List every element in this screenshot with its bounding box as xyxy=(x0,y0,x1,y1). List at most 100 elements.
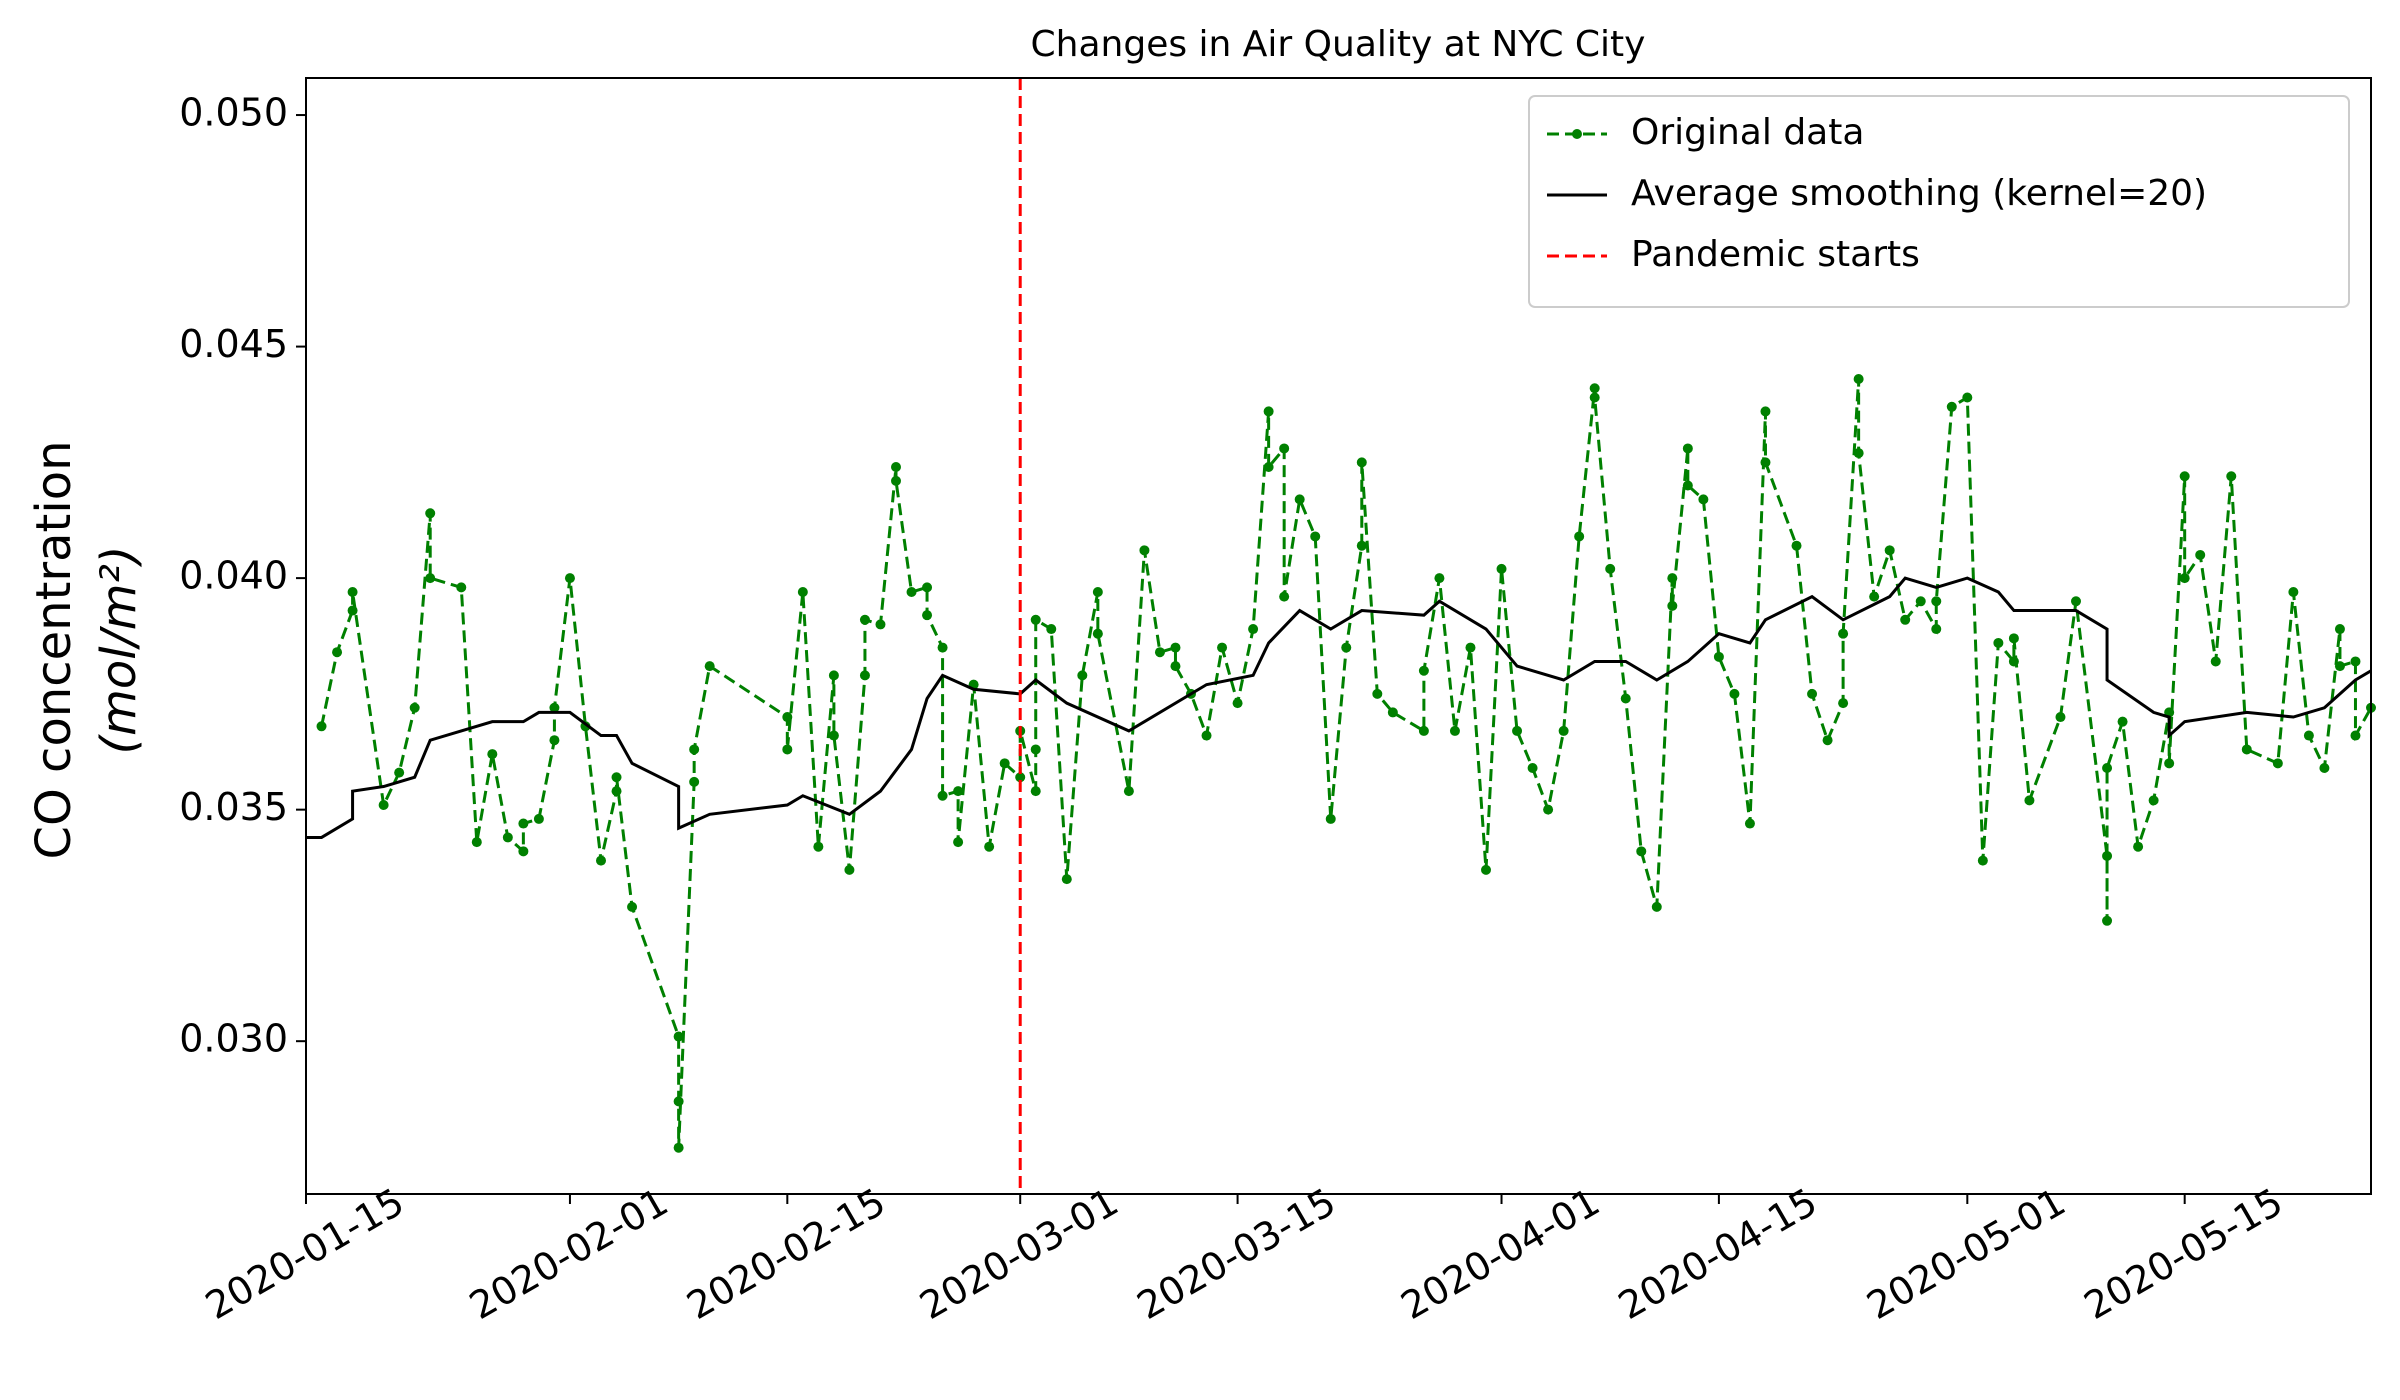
data-point xyxy=(1046,624,1057,635)
data-point xyxy=(1263,406,1274,417)
data-point xyxy=(673,1031,684,1042)
data-point xyxy=(1651,901,1662,912)
y-tick-label: 0.035 xyxy=(179,785,288,829)
data-point xyxy=(1092,587,1103,598)
data-point xyxy=(1170,642,1181,653)
data-point xyxy=(1760,457,1771,468)
data-point xyxy=(1372,688,1383,699)
data-point xyxy=(984,841,995,852)
data-point xyxy=(611,772,622,783)
data-point xyxy=(502,832,513,843)
data-point xyxy=(2008,656,2019,667)
data-point xyxy=(1325,813,1336,824)
data-point xyxy=(1356,540,1367,551)
data-point xyxy=(1931,596,1942,607)
data-point xyxy=(673,1096,684,1107)
x-tick-label: 2020-02-01 xyxy=(462,1180,675,1329)
data-point xyxy=(1884,545,1895,556)
data-point xyxy=(1030,786,1041,797)
data-point xyxy=(332,647,343,658)
data-point xyxy=(1853,448,1864,459)
data-point xyxy=(1760,406,1771,417)
data-point xyxy=(1900,614,1911,625)
x-tick-label: 2020-01-15 xyxy=(198,1180,411,1329)
data-point xyxy=(316,721,327,732)
series-line xyxy=(320,378,2371,1148)
x-tick-label: 2020-03-01 xyxy=(912,1180,1125,1329)
data-point xyxy=(1449,725,1460,736)
data-point xyxy=(1092,628,1103,639)
data-point xyxy=(1838,698,1849,709)
data-point xyxy=(2055,712,2066,723)
data-point xyxy=(922,582,933,593)
data-point xyxy=(1248,624,1259,635)
series-line xyxy=(306,576,2371,839)
data-point xyxy=(1139,545,1150,556)
data-point xyxy=(1434,573,1445,584)
data-point xyxy=(2350,656,2361,667)
data-point xyxy=(1946,401,1957,412)
data-point xyxy=(533,813,544,824)
data-point xyxy=(828,730,839,741)
y-axis-label: (mol/m²) xyxy=(91,545,147,754)
y-tick-label: 0.040 xyxy=(179,554,288,598)
data-point xyxy=(1744,818,1755,829)
data-point xyxy=(689,744,700,755)
data-point xyxy=(1263,461,1274,472)
plot-frame xyxy=(305,77,2372,1195)
legend-label: Pandemic starts xyxy=(1631,234,1920,275)
data-point xyxy=(1791,540,1802,551)
x-tick-label: 2020-02-15 xyxy=(679,1180,892,1329)
data-point xyxy=(1061,874,1072,885)
legend-label: Average smoothing (kernel=20) xyxy=(1631,173,2207,214)
data-point xyxy=(596,855,606,866)
data-point xyxy=(1418,725,1429,736)
data-point xyxy=(906,587,917,598)
data-point xyxy=(875,619,886,630)
data-point xyxy=(953,786,964,797)
data-point xyxy=(859,614,870,625)
data-point xyxy=(1543,804,1554,815)
data-point xyxy=(1418,665,1429,676)
data-point xyxy=(1667,573,1678,584)
data-point xyxy=(2303,730,2314,741)
data-point xyxy=(1589,383,1600,394)
data-point xyxy=(689,776,700,787)
data-point xyxy=(456,582,467,593)
data-point xyxy=(2319,762,2330,773)
data-point xyxy=(813,841,824,852)
data-point xyxy=(394,767,405,778)
data-point xyxy=(1481,864,1491,875)
data-point xyxy=(2102,850,2113,861)
data-point xyxy=(1962,392,1973,403)
data-point xyxy=(1294,494,1305,505)
data-point xyxy=(1698,494,1709,505)
data-point xyxy=(1667,600,1678,611)
data-point xyxy=(891,475,901,486)
data-point xyxy=(611,786,622,797)
data-point xyxy=(1869,591,1880,602)
data-point xyxy=(1030,744,1041,755)
data-point xyxy=(1123,786,1134,797)
data-point xyxy=(2195,549,2206,560)
data-point xyxy=(797,587,808,598)
legend-label: Original data xyxy=(1631,112,1864,153)
data-point xyxy=(1838,628,1849,639)
data-point xyxy=(425,508,436,519)
data-point xyxy=(2008,633,2019,644)
data-point xyxy=(627,901,638,912)
y-tick-label: 0.030 xyxy=(179,1017,288,1061)
data-point xyxy=(704,661,715,672)
data-point xyxy=(2164,758,2175,769)
data-point xyxy=(378,800,389,811)
x-tick-label: 2020-05-15 xyxy=(2077,1180,2290,1329)
data-point xyxy=(673,1142,684,1153)
x-tick-label: 2020-04-15 xyxy=(1611,1180,1824,1329)
x-tick-label: 2020-04-01 xyxy=(1394,1180,1607,1329)
data-point xyxy=(1279,443,1290,454)
data-point xyxy=(2241,744,2252,755)
data-point xyxy=(1170,661,1181,672)
data-point xyxy=(2179,471,2190,482)
data-point xyxy=(2071,596,2081,607)
